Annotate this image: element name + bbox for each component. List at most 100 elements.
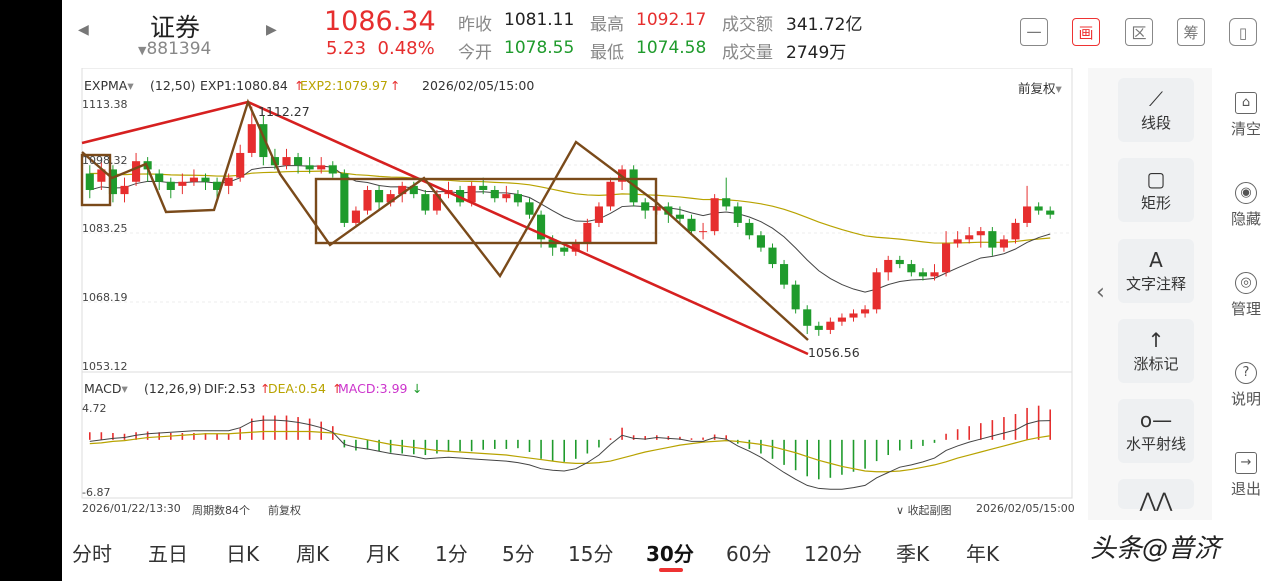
tab-intraday[interactable]: 分时 bbox=[72, 542, 112, 566]
range-button[interactable]: 区 bbox=[1125, 18, 1153, 46]
wave-pattern-icon: ⋀⋀ bbox=[1139, 488, 1173, 512]
tab-weekly[interactable]: 周K bbox=[296, 542, 330, 566]
period-count: 周期数84个 bbox=[192, 504, 250, 517]
candle-body bbox=[560, 247, 569, 252]
quote-label: 今开 bbox=[458, 43, 492, 63]
exit-button[interactable]: → 退出 bbox=[1214, 452, 1278, 499]
tab-quarterly[interactable]: 季K bbox=[896, 542, 930, 566]
help-button[interactable]: ? 说明 bbox=[1214, 362, 1278, 409]
tool-label: 涨标记 bbox=[1133, 355, 1179, 373]
candle-body bbox=[467, 185, 476, 203]
tool-label: 隐藏 bbox=[1230, 210, 1261, 228]
exp1-arrow-icon: ↑ bbox=[294, 78, 305, 93]
candle-body bbox=[930, 272, 939, 277]
up-marker-tool[interactable]: ↑ 涨标记 bbox=[1118, 319, 1194, 383]
rectangle-icon: ▢ bbox=[1146, 167, 1166, 191]
quote-value: 1078.55 bbox=[504, 38, 575, 58]
quote-label: 最低 bbox=[590, 43, 624, 63]
minimize-button[interactable]: 一 bbox=[1020, 18, 1048, 46]
tool-label: 水平射线 bbox=[1125, 435, 1186, 453]
candle-body bbox=[675, 214, 684, 219]
candle-body bbox=[398, 185, 407, 195]
candle-body bbox=[166, 181, 175, 190]
indicator-selector[interactable]: EXPMA▾ bbox=[84, 78, 134, 93]
adjust-label: 前复权 bbox=[1018, 81, 1056, 96]
chips-button[interactable]: 筹 bbox=[1177, 18, 1205, 46]
candle-body bbox=[409, 185, 418, 195]
tool-label: 清空 bbox=[1230, 120, 1261, 138]
candle-body bbox=[641, 202, 650, 211]
candle-body bbox=[907, 264, 916, 273]
candle-body bbox=[780, 264, 789, 285]
collapse-subchart-button[interactable]: ∨ 收起副图 bbox=[896, 502, 952, 518]
active-tab-indicator bbox=[659, 568, 683, 572]
candle-body bbox=[1046, 210, 1055, 215]
candle-body bbox=[699, 231, 708, 233]
start-time: 2026/01/22/13:30 bbox=[82, 502, 181, 515]
candle-body bbox=[386, 194, 395, 203]
macd-y-bottom: -6.87 bbox=[82, 486, 111, 499]
arrow-up-icon: ↑ bbox=[1147, 328, 1165, 352]
quote-value: 1081.11 bbox=[504, 10, 575, 30]
rotate-screen-icon[interactable]: ▯ bbox=[1229, 18, 1257, 46]
candle-body bbox=[132, 161, 141, 182]
candle-body bbox=[745, 222, 754, 236]
low-price-label: 1056.56 bbox=[808, 345, 860, 360]
adjust-selector[interactable]: 前复权▾ bbox=[1018, 78, 1062, 97]
quote-value: 1092.17 bbox=[636, 10, 707, 30]
candle-body bbox=[97, 169, 106, 182]
horizontal-ray-icon: o— bbox=[1139, 408, 1173, 432]
draw-button[interactable]: 画 bbox=[1072, 18, 1100, 46]
next-stock-arrow-icon[interactable]: ▶ bbox=[266, 22, 277, 38]
macd-arrow-icon: ↓ bbox=[412, 381, 423, 396]
high-price-label: 1112.27 bbox=[258, 104, 310, 119]
tab-120min[interactable]: 120分 bbox=[804, 542, 863, 566]
prev-stock-arrow-icon[interactable]: ◀ bbox=[78, 22, 89, 38]
app-screen: ◀ ▶ 证券 ▼881394 1086.34 5.23 0.48% 昨收 108… bbox=[62, 0, 1278, 581]
candle-body bbox=[537, 214, 546, 240]
tab-5day[interactable]: 五日 bbox=[148, 542, 188, 566]
line-segment-tool[interactable]: ⟋ 线段 bbox=[1118, 78, 1194, 142]
clear-button[interactable]: ⌂ 清空 bbox=[1214, 92, 1278, 139]
question-icon: ? bbox=[1235, 362, 1257, 384]
kline-chart[interactable]: EXPMA▾ (12,50) EXP1:1080.84 ↑ EXP2:1079.… bbox=[62, 68, 1088, 520]
tab-5min[interactable]: 5分 bbox=[502, 542, 535, 566]
manage-button[interactable]: ◎ 管理 bbox=[1214, 272, 1278, 319]
quote-header: ◀ ▶ 证券 ▼881394 1086.34 5.23 0.48% 昨收 108… bbox=[62, 0, 1278, 68]
caret-down-icon: ▼ bbox=[138, 44, 147, 57]
text-note-tool[interactable]: A 文字注释 bbox=[1118, 239, 1194, 303]
hide-button[interactable]: ◉ 隐藏 bbox=[1214, 182, 1278, 229]
chevron-left-icon[interactable]: ‹ bbox=[1096, 280, 1105, 305]
dif-value: DIF:2.53 bbox=[204, 381, 256, 396]
tool-label: 文字注释 bbox=[1125, 275, 1186, 293]
tab-1min[interactable]: 1分 bbox=[435, 542, 468, 566]
candle-body bbox=[988, 231, 997, 248]
candle-body bbox=[305, 165, 314, 170]
candle-body bbox=[282, 157, 291, 166]
macd-selector[interactable]: MACD▾ bbox=[84, 381, 128, 396]
candle-body bbox=[953, 239, 962, 244]
candle-body bbox=[837, 317, 846, 322]
candle-body bbox=[108, 169, 117, 195]
tab-monthly[interactable]: 月K bbox=[366, 542, 400, 566]
caret-down-icon: ▾ bbox=[1055, 81, 1062, 96]
tab-30min[interactable]: 30分 bbox=[646, 542, 694, 566]
macd-y-top: 4.72 bbox=[82, 402, 107, 415]
candle-body bbox=[664, 206, 673, 215]
trend-line-drawing bbox=[81, 100, 809, 356]
tool-label: 说明 bbox=[1230, 390, 1261, 408]
tab-daily[interactable]: 日K bbox=[226, 542, 260, 566]
wave-tool[interactable]: ⋀⋀ bbox=[1118, 479, 1194, 512]
zigzag-drawing bbox=[81, 98, 657, 279]
indicator-name: EXPMA bbox=[84, 78, 128, 93]
quote-value: 2749万 bbox=[786, 43, 847, 63]
eye-icon: ◉ bbox=[1235, 182, 1257, 204]
tab-15min[interactable]: 15分 bbox=[568, 542, 614, 566]
quote-value: 341.72亿 bbox=[786, 15, 863, 35]
tool-label: 退出 bbox=[1230, 480, 1261, 498]
tab-yearly[interactable]: 年K bbox=[966, 542, 1000, 566]
horizontal-ray-tool[interactable]: o— 水平射线 bbox=[1118, 399, 1194, 463]
candle-body bbox=[710, 198, 719, 232]
rectangle-tool[interactable]: ▢ 矩形 bbox=[1118, 158, 1194, 222]
tab-60min[interactable]: 60分 bbox=[726, 542, 772, 566]
